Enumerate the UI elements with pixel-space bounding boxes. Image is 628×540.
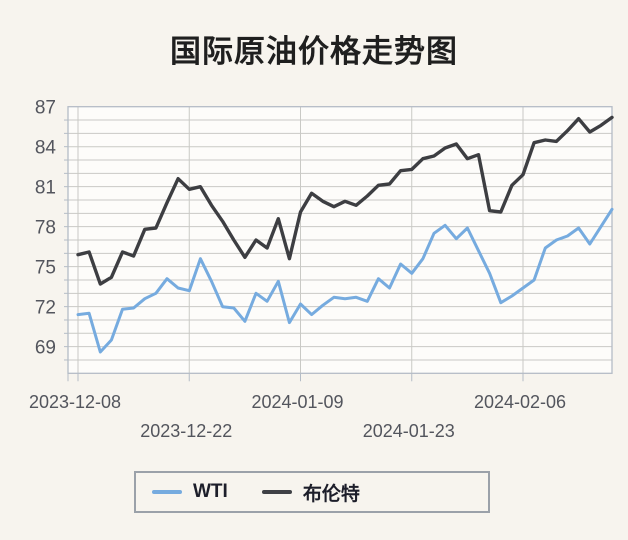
x-axis-label: 2024-02-06	[474, 392, 566, 412]
plot-frame	[67, 106, 613, 374]
x-axis-label: 2023-12-08	[29, 392, 121, 412]
legend-item-wti[interactable]: WTI	[152, 481, 228, 503]
y-axis-label: 87	[35, 98, 56, 119]
x-axis-label: 2023-12-22	[140, 421, 232, 441]
y-axis-label: 75	[35, 258, 56, 279]
x-axis-label: 2024-01-09	[251, 392, 343, 412]
legend-item-brent[interactable]: 布伦特	[261, 479, 360, 506]
wti-line-swatch-icon	[152, 490, 182, 494]
brent-series-line	[76, 115, 614, 286]
wti-series-line	[76, 207, 614, 354]
legend-label-brent: 布伦特	[302, 483, 360, 505]
x-axis-label: 2024-01-23	[363, 421, 455, 441]
chart-title: 国际原油价格走势图	[170, 34, 458, 69]
oil-price-line-chart: 87 84 81 78 75 72 69 2023-12-08 2023-12-22 2024-0…	[29, 98, 614, 441]
y-axis-label: 81	[35, 178, 56, 199]
y-axis-label: 72	[35, 298, 56, 319]
brent-line-swatch-icon	[261, 490, 292, 494]
y-axis-label: 78	[35, 218, 56, 239]
chart-legend: WTI 布伦特	[134, 471, 490, 513]
legend-label-wti: WTI	[193, 481, 228, 502]
y-axis-label: 84	[35, 138, 57, 159]
y-axis-label: 69	[35, 338, 56, 359]
